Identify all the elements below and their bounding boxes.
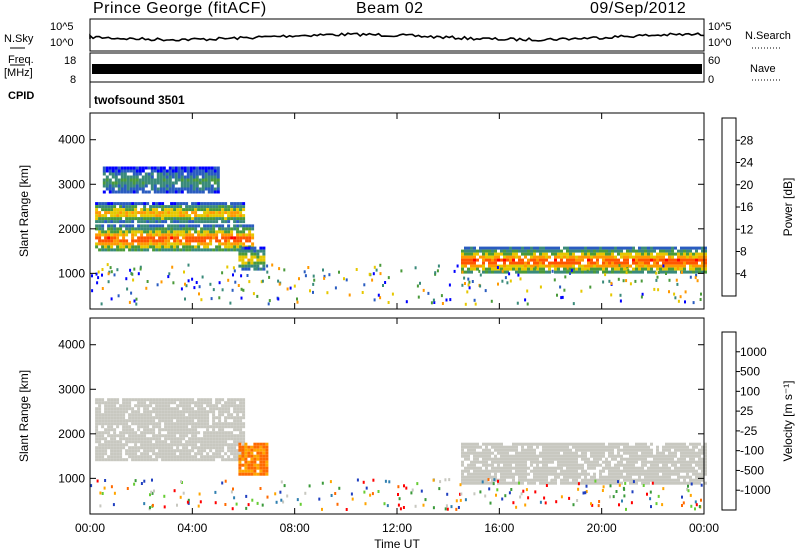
- nave-label: Nave: [750, 63, 776, 75]
- colorbar-tick-label: 500: [740, 365, 760, 379]
- x-tick-label: 00:00: [689, 521, 719, 535]
- nave-bottom-tick: 0: [708, 74, 715, 86]
- x-tick-label: 04:00: [177, 521, 207, 535]
- nsky-series: [89, 32, 705, 42]
- power-band-3: [238, 246, 266, 271]
- colorbar-tick-label: 12: [740, 222, 754, 236]
- nsky-trace: [89, 32, 705, 42]
- velocity-region-2: [461, 442, 707, 485]
- velocity-region-0: [95, 398, 246, 462]
- colorbar-tick-label: 100: [740, 384, 760, 398]
- power-noise: [91, 263, 702, 306]
- power-axes: 1000 2000 3000 4000 Slant Range [km]: [17, 113, 705, 309]
- colorbar-tick-label: -25: [740, 424, 758, 438]
- velocity-panel: [90, 398, 707, 511]
- y-tick-label: 2000: [58, 222, 85, 236]
- beam-label: Beam 02: [356, 0, 424, 17]
- velocity-colorbar: 1000 500 100 25 -25 -100 -500 -1000 Velocity [m …: [721, 331, 795, 511]
- nsky-strip-frame: [89, 18, 705, 52]
- y-tick-label: 2000: [58, 427, 85, 441]
- velocity-noise: [90, 478, 703, 511]
- y-tick-label: 3000: [58, 382, 85, 396]
- colorbar-tick-label: 28: [740, 133, 754, 147]
- nsky-label: N.Sky: [4, 33, 34, 45]
- colorbar-tick-label: 1000: [740, 345, 767, 359]
- colorbar-tick-label: 8: [740, 245, 747, 259]
- colorbar-tick-label: -500: [740, 463, 764, 477]
- cpid-value: twofsound 3501: [94, 93, 185, 107]
- freq-series: [92, 64, 702, 74]
- nave-top-tick: 60: [708, 55, 721, 67]
- axes-group: 1000 2000 3000 4000 Slant Range [km] 1000 2000…: [17, 113, 719, 551]
- date-label: 09/Sep/2012: [590, 0, 687, 17]
- freq-trace: [92, 64, 702, 74]
- y-tick-label: 4000: [58, 338, 85, 352]
- nsky-bottom-tick: 10^0: [50, 37, 74, 49]
- colorbar-tick-label: -1000: [740, 483, 771, 497]
- nsearch-label: N.Search: [745, 30, 791, 42]
- x-tick-label: 08:00: [280, 521, 310, 535]
- y-tick-label: 4000: [58, 133, 85, 147]
- y-tick-label: 1000: [58, 471, 85, 485]
- cpid-label: CPID: [8, 90, 35, 102]
- colorbar-tick-label: 24: [740, 156, 754, 170]
- y-tick-label: 3000: [58, 177, 85, 191]
- x-tick-label: 12:00: [382, 521, 412, 535]
- nsearch-top-tick: 10^5: [708, 21, 732, 33]
- x-axis-label: Time UT: [374, 537, 420, 551]
- freq-label: Freq.: [8, 54, 34, 66]
- power-band-2: [102, 166, 220, 194]
- freq-bottom-tick: 8: [70, 74, 77, 86]
- x-tick-label: 20:00: [587, 521, 617, 535]
- station-title: Prince George (fitACF): [93, 0, 267, 17]
- nsearch-bottom-tick: 10^0: [708, 37, 732, 49]
- power-panel: [91, 166, 707, 306]
- power-colorbar: 4 8 12 16 20 24 28 Power [dB]: [721, 117, 795, 297]
- colorbar-label: Velocity [m s⁻¹]: [781, 380, 795, 461]
- y-tick-label: 1000: [58, 266, 85, 280]
- y-axis-label: Slant Range [km]: [17, 370, 31, 462]
- nsky-top-tick: 10^5: [50, 21, 74, 33]
- colorbar-tick-label: 4: [740, 267, 747, 281]
- power-band-0: [95, 224, 255, 252]
- y-axis-label: Slant Range [km]: [17, 165, 31, 257]
- freq-unit-label: [MHz]: [4, 67, 33, 79]
- colorbar-frame: [721, 331, 737, 511]
- colorbar-label: Power [dB]: [781, 178, 795, 237]
- power-band-1: [95, 202, 246, 224]
- colorbar-tick-label: 16: [740, 200, 754, 214]
- x-tick-label: 16:00: [484, 521, 514, 535]
- freq-strip-frame: [89, 52, 705, 83]
- x-tick-label: 00:00: [75, 521, 105, 535]
- colorbar-tick-label: 20: [740, 178, 754, 192]
- power-band-4: [461, 246, 707, 274]
- velocity-region-1: [238, 442, 269, 476]
- colorbar-tick-label: 25: [740, 404, 754, 418]
- velocity-axes: 1000 2000 3000 4000 Slant Range [km]: [17, 318, 705, 514]
- colorbar-tick-label: -100: [740, 444, 764, 458]
- freq-top-tick: 18: [64, 55, 77, 67]
- colorbar-frame: [721, 117, 737, 297]
